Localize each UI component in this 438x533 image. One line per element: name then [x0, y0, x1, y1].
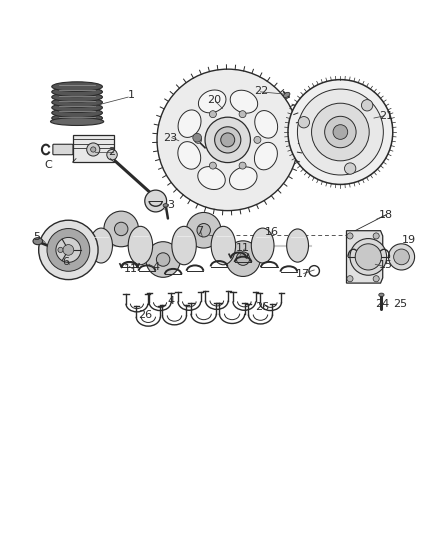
Circle shape [389, 244, 415, 270]
Text: 23: 23 [163, 133, 177, 143]
Circle shape [394, 249, 410, 265]
Text: 7: 7 [196, 225, 203, 236]
Circle shape [347, 276, 353, 282]
Ellipse shape [146, 241, 180, 277]
Circle shape [63, 245, 74, 255]
Ellipse shape [172, 227, 196, 265]
Ellipse shape [178, 142, 201, 169]
Ellipse shape [50, 118, 104, 125]
Ellipse shape [52, 98, 102, 107]
Text: 20: 20 [207, 95, 221, 104]
Circle shape [373, 276, 379, 282]
Circle shape [373, 233, 379, 239]
Text: 3: 3 [167, 200, 174, 211]
Circle shape [58, 247, 63, 253]
Ellipse shape [52, 108, 102, 118]
Text: 18: 18 [379, 210, 393, 220]
Circle shape [194, 136, 201, 143]
Ellipse shape [255, 110, 278, 138]
Text: 26: 26 [138, 310, 153, 320]
Ellipse shape [251, 228, 274, 263]
Text: 4: 4 [152, 262, 159, 272]
Text: 15: 15 [379, 260, 393, 270]
Circle shape [215, 127, 241, 153]
Ellipse shape [254, 142, 277, 170]
Ellipse shape [379, 293, 384, 297]
Ellipse shape [57, 245, 64, 255]
Circle shape [325, 116, 356, 148]
Text: 11: 11 [124, 264, 138, 273]
Circle shape [355, 244, 381, 270]
Ellipse shape [163, 204, 168, 207]
Ellipse shape [90, 228, 113, 263]
Circle shape [205, 117, 251, 163]
Circle shape [333, 125, 348, 139]
Circle shape [347, 233, 353, 239]
Ellipse shape [230, 90, 258, 113]
Text: 4: 4 [167, 296, 174, 305]
Ellipse shape [178, 110, 201, 138]
Text: 19: 19 [402, 235, 416, 245]
Circle shape [91, 147, 96, 152]
Ellipse shape [52, 113, 102, 123]
Text: 16: 16 [265, 227, 279, 237]
Circle shape [193, 133, 201, 142]
Ellipse shape [128, 227, 152, 265]
Polygon shape [346, 231, 383, 283]
Circle shape [56, 237, 81, 262]
Ellipse shape [52, 103, 102, 112]
Circle shape [209, 162, 216, 169]
Ellipse shape [198, 90, 226, 113]
Circle shape [361, 100, 373, 111]
Circle shape [221, 133, 235, 147]
Circle shape [298, 117, 310, 128]
Circle shape [47, 229, 90, 271]
Circle shape [236, 252, 250, 265]
Circle shape [350, 239, 387, 275]
Ellipse shape [187, 213, 221, 248]
Circle shape [288, 79, 393, 184]
Ellipse shape [52, 92, 102, 102]
Text: 17: 17 [296, 269, 310, 279]
Polygon shape [73, 135, 114, 162]
Text: 11: 11 [236, 243, 250, 253]
Text: C: C [44, 160, 52, 170]
Ellipse shape [52, 87, 102, 96]
FancyBboxPatch shape [53, 144, 73, 155]
Text: 21: 21 [379, 111, 393, 121]
Circle shape [197, 223, 210, 237]
Circle shape [239, 162, 246, 169]
Ellipse shape [230, 167, 257, 190]
Text: 6: 6 [62, 257, 69, 267]
Circle shape [145, 190, 166, 212]
Ellipse shape [52, 82, 102, 92]
Ellipse shape [211, 227, 236, 265]
Ellipse shape [33, 238, 42, 245]
Text: 26: 26 [255, 302, 269, 312]
Ellipse shape [283, 92, 290, 98]
Circle shape [39, 220, 98, 280]
Ellipse shape [104, 211, 138, 247]
Circle shape [297, 89, 383, 175]
Circle shape [311, 103, 369, 161]
Circle shape [345, 163, 356, 174]
Text: 22: 22 [254, 86, 268, 96]
Ellipse shape [226, 241, 260, 277]
Circle shape [156, 253, 170, 266]
Text: 5: 5 [33, 232, 40, 242]
Circle shape [87, 143, 100, 156]
Circle shape [114, 222, 128, 236]
Ellipse shape [198, 167, 225, 190]
Circle shape [239, 111, 246, 118]
Text: 1: 1 [128, 91, 135, 100]
Circle shape [107, 149, 117, 160]
Circle shape [254, 136, 261, 143]
Text: 25: 25 [394, 298, 408, 309]
Text: 2: 2 [109, 147, 116, 157]
Text: 24: 24 [376, 298, 390, 309]
Ellipse shape [287, 229, 308, 262]
Circle shape [157, 69, 298, 211]
Circle shape [209, 111, 216, 118]
